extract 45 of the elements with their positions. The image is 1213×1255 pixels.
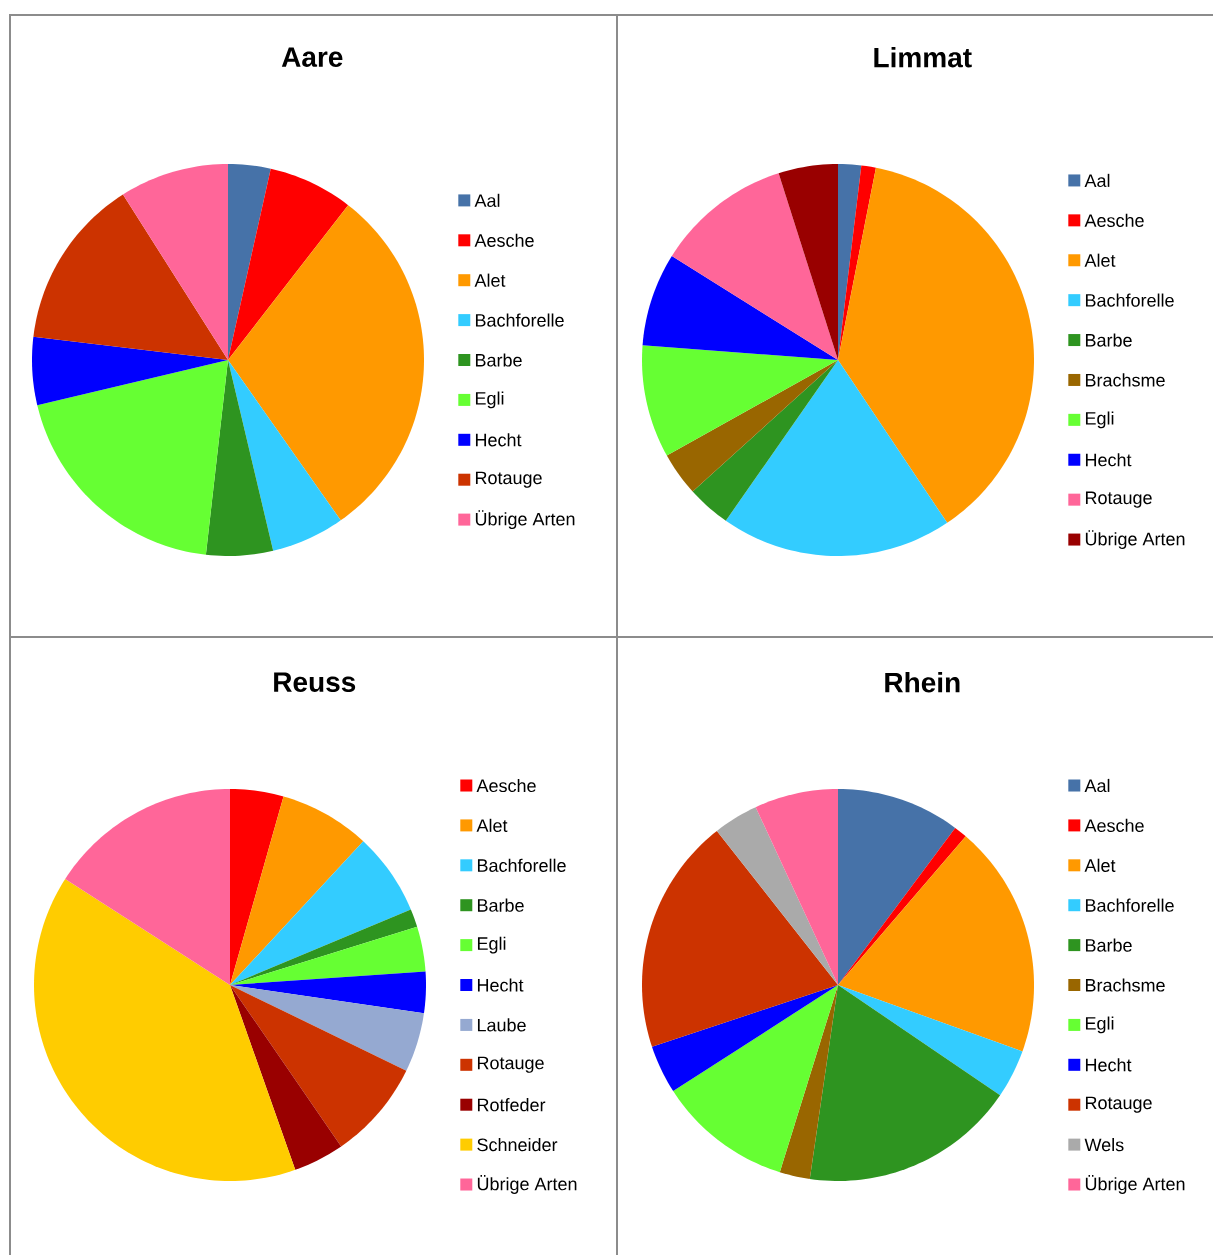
legend-label: Barbe — [1085, 333, 1132, 347]
legend-label: Aal — [1084, 778, 1110, 793]
legend-label: Brachsme — [1085, 978, 1165, 992]
legend-label: Aal — [474, 193, 500, 208]
legend-label: Egli — [1085, 1016, 1114, 1034]
legend-label: Hecht — [475, 433, 522, 447]
legend-label: Laube — [477, 1018, 526, 1032]
legend-label: Übrige Arten — [475, 510, 575, 530]
legend-label: Hecht — [1085, 1058, 1132, 1072]
legend-label: Rotauge — [1085, 1096, 1152, 1113]
legend-label: Alet — [476, 818, 508, 833]
legend-label: Aesche — [474, 233, 534, 247]
legend-label: Bachforelle — [475, 313, 564, 327]
chart-title: Rhein — [885, 671, 960, 693]
legend-label: Rotauge — [1085, 491, 1152, 508]
legend-label: Aesche — [1084, 818, 1144, 833]
chart-title: Reuss — [274, 672, 356, 692]
legend-label: Übrige Arten — [477, 1175, 577, 1194]
chart-title: Aare — [281, 47, 343, 67]
legend-label: Egli — [475, 391, 504, 409]
legend-label: Hecht — [1085, 453, 1132, 467]
legend-label: Barbe — [477, 898, 524, 912]
legend-label: Barbe — [475, 353, 522, 367]
chart-title: Limmat — [874, 46, 972, 68]
legend-label: Übrige Arten — [1085, 1175, 1185, 1194]
legend-label: Übrige Arten — [1085, 530, 1185, 549]
legend-label: Rotfeder — [477, 1098, 546, 1112]
legend-label: Alet — [1084, 858, 1116, 872]
legend-label: Wels — [1084, 1138, 1124, 1152]
legend-label: Hecht — [477, 978, 524, 992]
legend-label: Bachforelle — [477, 858, 566, 872]
legend-label: Bachforelle — [1085, 898, 1174, 912]
legend-label: Aal — [1084, 173, 1110, 188]
legend-label: Alet — [474, 273, 506, 287]
legend-label: Rotauge — [475, 471, 542, 488]
legend-label: Brachsme — [1085, 373, 1165, 387]
legend-label: Rotauge — [477, 1056, 544, 1073]
legend-label: Aesche — [1084, 213, 1144, 227]
legend-label: Aesche — [476, 778, 536, 793]
legend-label: Schneider — [477, 1138, 558, 1152]
legend-label: Alet — [1084, 253, 1116, 267]
legend-label: Bachforelle — [1085, 293, 1174, 307]
legend-label: Barbe — [1085, 938, 1132, 952]
legend-label: Egli — [1085, 411, 1114, 429]
legend-label: Egli — [477, 936, 506, 954]
